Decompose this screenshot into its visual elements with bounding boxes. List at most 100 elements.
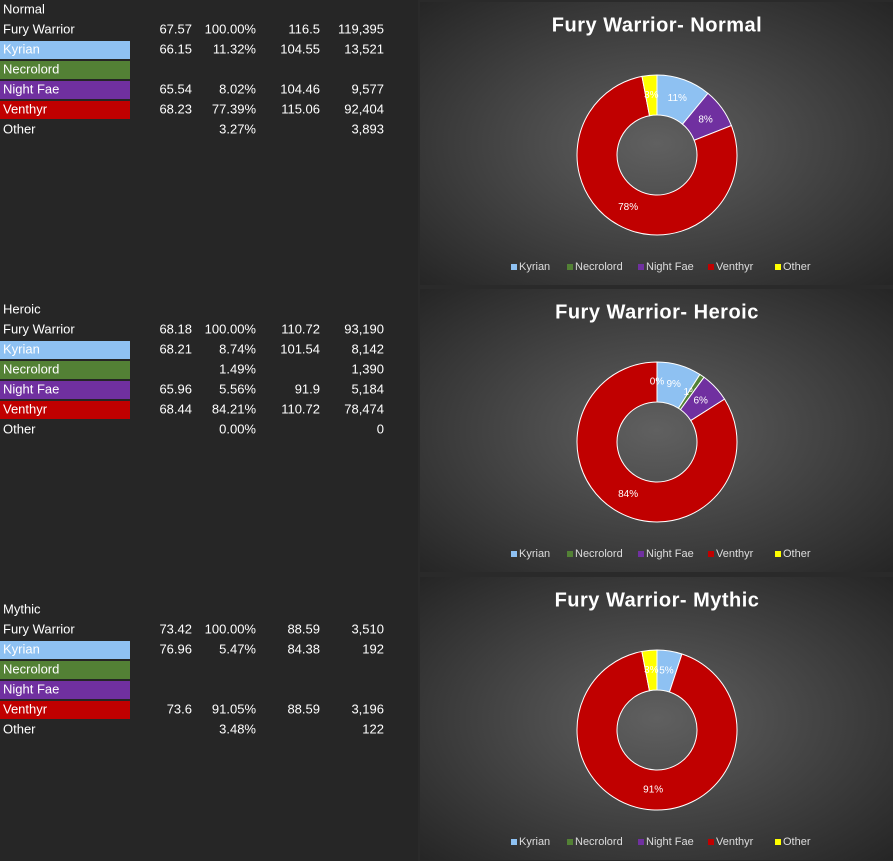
cell-value: 5.56%: [219, 381, 256, 396]
legend-label: Venthyr: [716, 261, 754, 273]
legend-label: Night Fae: [646, 261, 694, 273]
legend-label: Other: [783, 261, 811, 273]
chart-title: Fury Warrior- Heroic: [555, 301, 759, 323]
row-label: Other: [3, 721, 36, 736]
chart-bg: [420, 289, 893, 572]
section-title: Normal: [3, 1, 45, 16]
cell-value: 13,521: [344, 41, 384, 56]
cell-value: 84.38: [287, 641, 320, 656]
row-label: Venthyr: [3, 701, 48, 716]
cell-value: 91.9: [295, 381, 320, 396]
cell-value: 66.15: [159, 41, 192, 56]
legend-swatch: [511, 264, 517, 270]
legend-swatch: [638, 264, 644, 270]
cell-value: 119,395: [338, 21, 384, 36]
cell-value: 92,404: [344, 101, 384, 116]
data-label: 11%: [668, 93, 687, 104]
cell-fill: [0, 61, 130, 79]
cell-fill: [0, 661, 130, 679]
cell-value: 11.32%: [213, 41, 257, 56]
cell-value: 91.05%: [212, 701, 257, 716]
cell-fill: [0, 101, 130, 119]
data-label: 84%: [618, 489, 638, 500]
legend-label: Night Fae: [646, 548, 694, 560]
cell-value: 104.55: [280, 41, 320, 56]
legend-swatch: [511, 839, 517, 845]
data-label: 6%: [694, 396, 709, 407]
legend-swatch: [708, 839, 714, 845]
legend-swatch: [511, 551, 517, 557]
data-label: 0%: [650, 377, 665, 388]
row-label: Other: [3, 121, 36, 136]
cell-value: 73.42: [159, 621, 192, 636]
legend-label: Kyrian: [519, 261, 550, 273]
cell-value: 65.96: [159, 381, 192, 396]
cell-value: 78,474: [344, 401, 384, 416]
cell-value: 104.46: [280, 81, 320, 96]
cell-value: 0: [377, 421, 384, 436]
legend-swatch: [775, 839, 781, 845]
donut-slice: [641, 74, 658, 117]
legend-label: Other: [783, 548, 811, 560]
cell-value: 8.02%: [219, 81, 256, 96]
legend-swatch: [638, 839, 644, 845]
legend-label: Necrolord: [575, 261, 623, 273]
chart-bg: [420, 2, 893, 285]
data-label: 1%: [683, 387, 698, 398]
row-label: Fury Warrior: [3, 21, 75, 36]
chart-title: Fury Warrior- Normal: [552, 14, 762, 36]
cell-value: 65.54: [159, 81, 192, 96]
row-label: Necrolord: [3, 661, 59, 676]
cell-value: 0.00%: [219, 421, 256, 436]
row-label: Necrolord: [3, 361, 59, 376]
data-label: 5%: [659, 665, 674, 676]
legend-label: Venthyr: [716, 836, 754, 848]
cell-value: 100.00%: [205, 621, 257, 636]
cell-value: 8,142: [351, 341, 384, 356]
donut-slice: [641, 649, 658, 692]
legend-swatch: [775, 264, 781, 270]
legend-label: Other: [783, 836, 811, 848]
row-label: Other: [3, 421, 36, 436]
row-label: Kyrian: [3, 641, 40, 656]
cell-value: 122: [362, 721, 384, 736]
cell-value: 68.44: [159, 401, 192, 416]
donut-slice: [576, 75, 738, 236]
cell-value: 110.72: [281, 401, 320, 416]
cell-value: 116.5: [288, 21, 320, 36]
cell-value: 101.54: [280, 341, 320, 356]
row-label: Fury Warrior: [3, 621, 75, 636]
row-label: Necrolord: [3, 61, 59, 76]
cell-value: 76.96: [159, 641, 192, 656]
legend-swatch: [775, 551, 781, 557]
cell-value: 67.57: [159, 21, 192, 36]
legend-label: Kyrian: [519, 548, 550, 560]
cell-value: 88.59: [287, 621, 320, 636]
chart-bg: [420, 577, 893, 860]
legend-swatch: [638, 551, 644, 557]
cell-fill: [0, 641, 130, 659]
cell-fill: [0, 381, 130, 399]
row-label: Venthyr: [3, 401, 48, 416]
data-label: 91%: [643, 785, 663, 796]
legend-label: Necrolord: [575, 548, 623, 560]
cell-value: 3.48%: [219, 721, 256, 736]
cell-value: 68.23: [159, 101, 192, 116]
cell-fill: [0, 701, 130, 719]
cell-fill: [0, 401, 130, 419]
cell-value: 3,893: [351, 121, 384, 136]
cell-value: 115.06: [281, 101, 320, 116]
cell-value: 1,390: [351, 361, 384, 376]
section-title: Mythic: [3, 601, 41, 616]
legend-label: Venthyr: [716, 548, 754, 560]
donut-slice: [576, 361, 738, 523]
cell-fill: [0, 81, 130, 99]
cell-value: 88.59: [287, 701, 320, 716]
row-label: Night Fae: [3, 381, 59, 396]
cell-value: 68.18: [159, 321, 192, 336]
cell-fill: [0, 361, 130, 379]
cell-fill: [0, 41, 130, 59]
legend-label: Necrolord: [575, 836, 623, 848]
chart-title: Fury Warrior- Mythic: [555, 589, 760, 611]
cell-fill: [0, 681, 130, 699]
